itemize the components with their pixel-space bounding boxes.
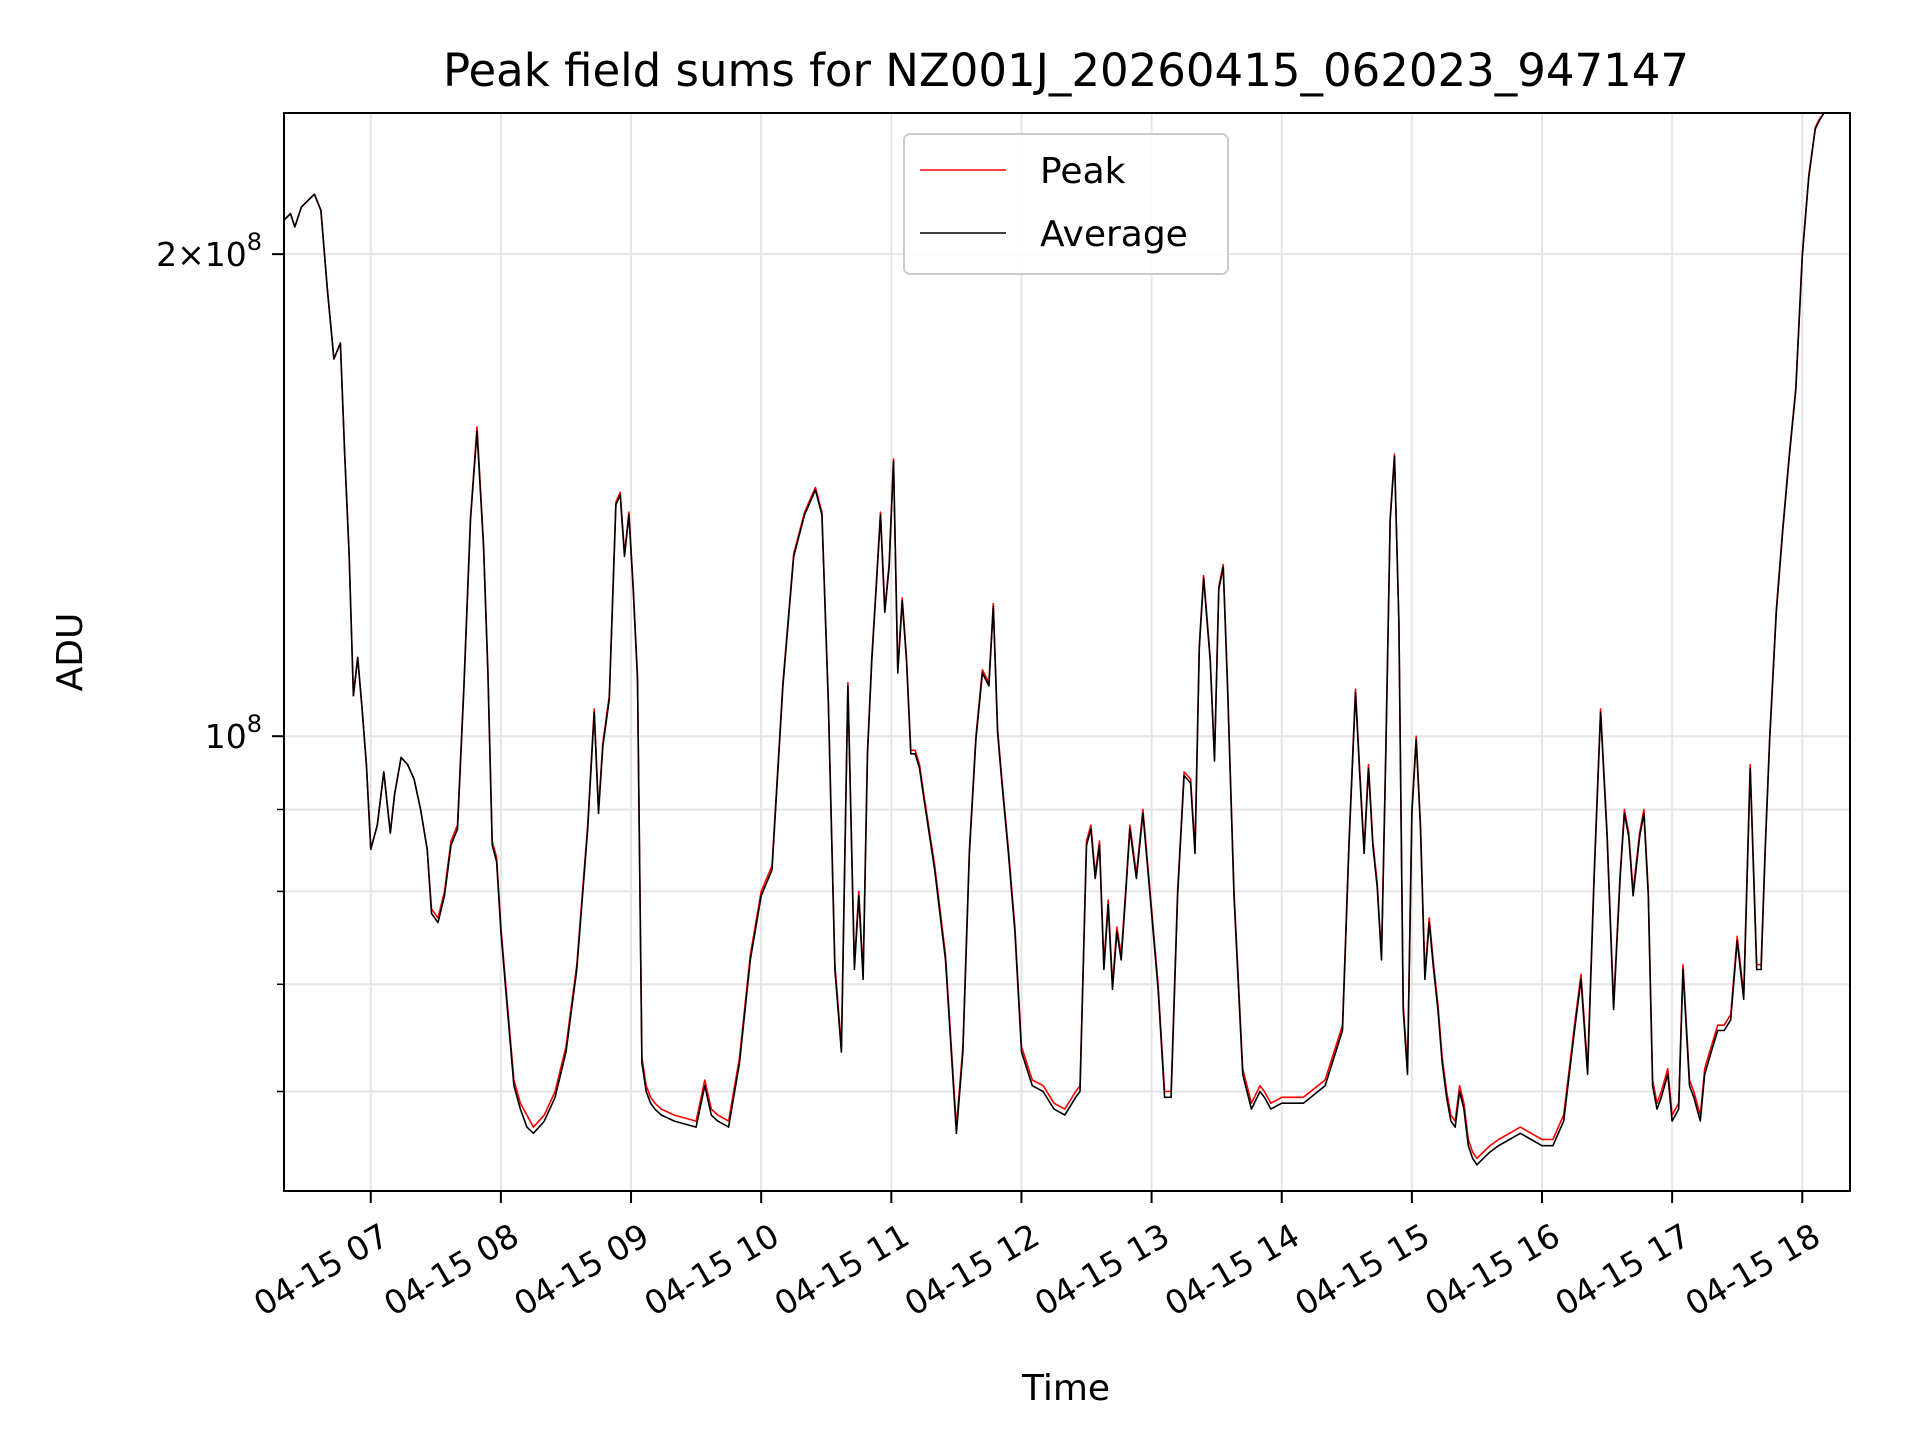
- legend-box: [903, 133, 1229, 275]
- plot-frame: [283, 112, 1851, 1192]
- series-line-average: [284, 113, 1825, 1166]
- y-axis-label: ADU: [50, 613, 91, 692]
- plot-series: [284, 113, 1825, 1166]
- y-tick-label: 108: [205, 710, 262, 756]
- x-axis-label: Time: [1021, 1368, 1110, 1409]
- chart-title: Peak field sums for NZ001J_20260415_0620…: [443, 44, 1689, 97]
- legend-label-average: Average: [1040, 214, 1188, 255]
- y-tick-label: 2×108: [156, 228, 262, 274]
- y-axis: 108 2×108: [156, 228, 284, 1093]
- grid: [284, 113, 1850, 1191]
- legend-label-peak: Peak: [1040, 151, 1126, 192]
- legend: Peak Average: [903, 133, 1229, 275]
